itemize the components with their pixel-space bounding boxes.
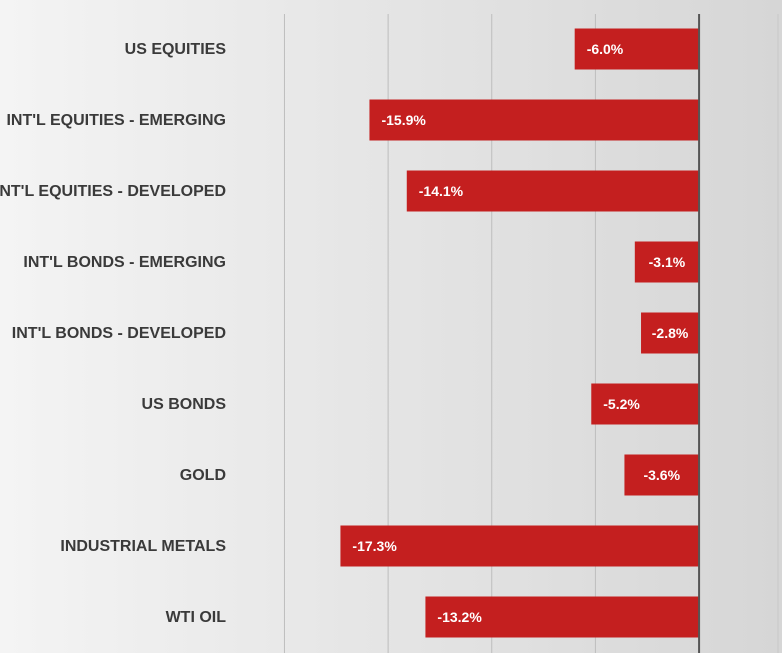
bars xyxy=(340,28,700,638)
category-label: US BONDS xyxy=(142,396,227,413)
data-label: -15.9% xyxy=(381,112,426,128)
bar xyxy=(591,383,700,425)
data-label: -5.2% xyxy=(603,396,640,412)
bar xyxy=(634,241,700,283)
bar xyxy=(641,312,700,354)
bar xyxy=(340,525,700,567)
data-label: -14.1% xyxy=(419,183,464,199)
category-label: INT'L BONDS - EMERGING xyxy=(23,254,226,271)
category-label: INT'L BONDS - DEVELOPED xyxy=(12,325,226,342)
data-label: -17.3% xyxy=(352,538,397,554)
data-label: -2.8% xyxy=(652,325,689,341)
bar xyxy=(624,454,700,496)
data-label: -3.6% xyxy=(643,467,680,483)
bar xyxy=(574,28,700,70)
category-label: INT'L EQUITIES - EMERGING xyxy=(6,112,226,129)
bar xyxy=(369,99,700,141)
category-labels: US EQUITIES INT'L EQUITIES - EMERGING INT'… xyxy=(0,41,226,626)
data-labels: -6.0% -15.9% -14.1% -3.1% -2.8% -5.2% -3.6% -17… xyxy=(352,41,688,625)
category-label: GOLD xyxy=(180,467,226,484)
bar xyxy=(406,170,700,212)
category-label: WTI OIL xyxy=(166,609,227,626)
data-label: -13.2% xyxy=(437,609,482,625)
bar xyxy=(425,596,700,638)
category-label: INDUSTRIAL METALS xyxy=(60,538,226,555)
data-label: -3.1% xyxy=(649,254,686,270)
category-label: US EQUITIES xyxy=(125,41,227,58)
data-label: -6.0% xyxy=(587,41,624,57)
category-label: INT'L EQUITIES - DEVELOPED xyxy=(0,183,226,200)
